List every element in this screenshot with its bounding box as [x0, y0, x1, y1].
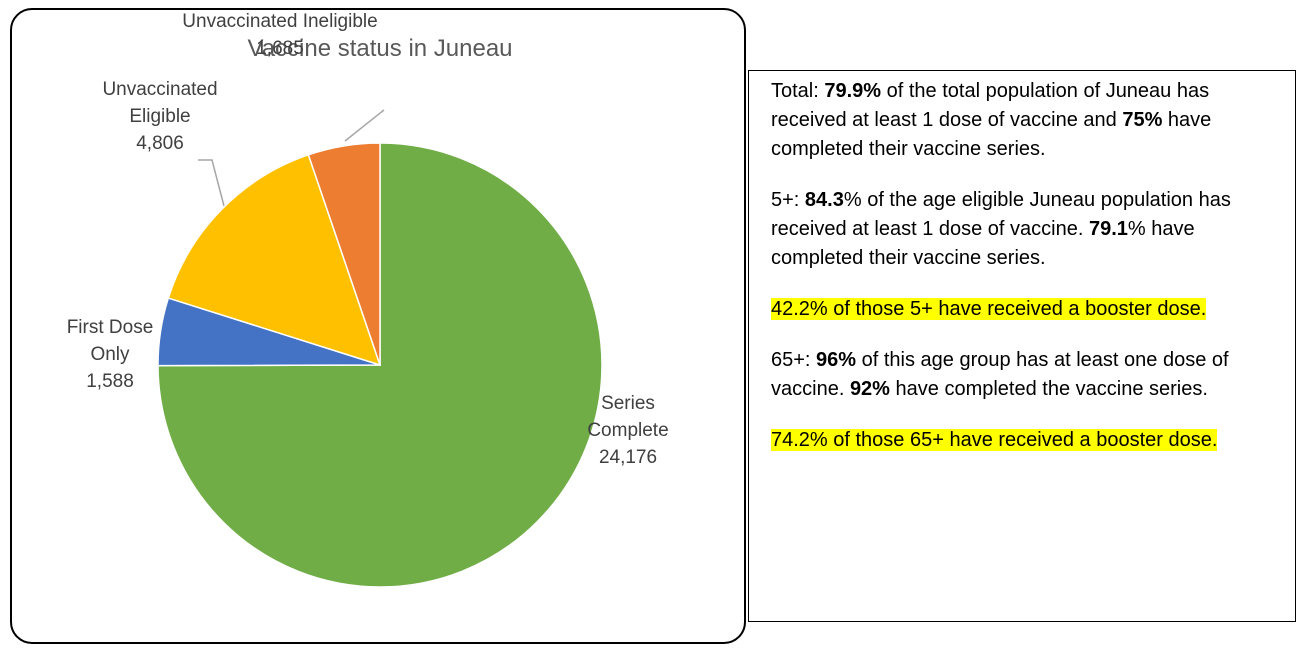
text: of this age group has at least one dose …	[771, 349, 1229, 400]
label-category: Unvaccinated Ineligible	[182, 11, 378, 32]
pie-slice	[157, 142, 603, 588]
label-category: Series Complete	[587, 393, 669, 441]
paragraph: 65+: 96% of this age group has at least …	[771, 346, 1277, 404]
text: have completed the vaccine series.	[889, 378, 1208, 400]
data-label: First Dose Only 1,588	[55, 314, 165, 395]
paragraph: Total: 79.9% of the total population of …	[771, 77, 1277, 164]
paragraph: 42.2% of those 5+ have received a booste…	[771, 295, 1277, 324]
data-label: Unvaccinated Eligible 4,806	[100, 76, 220, 157]
paragraph: 5+: 84.3% of the age eligible Juneau pop…	[771, 186, 1277, 273]
text: % of the age eligible Juneau population …	[771, 189, 1231, 240]
text: of the total population of Juneau has re…	[771, 80, 1210, 131]
label-value: 1,588	[86, 371, 134, 392]
bold-text: 84.3	[804, 189, 844, 211]
text: 5+:	[771, 189, 805, 211]
bold-text: 96%	[816, 349, 857, 371]
bold-text: 79.1	[1088, 218, 1128, 240]
text: Total:	[771, 80, 825, 102]
chart-frame	[10, 8, 746, 644]
text: 42.2% of those 5+ have received a booste…	[771, 298, 1207, 320]
text: % have completed their vaccine series.	[771, 218, 1195, 269]
label-value: 1,685	[256, 38, 304, 59]
text-panel: Total: 79.9% of the total population of …	[748, 70, 1296, 622]
label-value: 24,176	[598, 447, 658, 468]
pie-slice	[167, 153, 382, 367]
bold-text: 79.9%	[824, 80, 882, 102]
chart: Vaccine status in Juneau	[157, 35, 603, 588]
bold-text: 92%	[849, 378, 890, 400]
label-category: Unvaccinated Eligible	[102, 79, 218, 127]
text: 65+:	[771, 349, 817, 371]
chart-title: Vaccine status in Juneau	[247, 35, 512, 62]
paragraph: 74.2% of those 65+ have received a boost…	[771, 426, 1277, 455]
text: have completed their vaccine series.	[771, 109, 1212, 160]
bold-text: 75%	[1122, 109, 1163, 131]
label-category: First Dose Only	[66, 317, 154, 365]
data-label: Series Complete 24,176	[573, 390, 683, 471]
leader-line	[344, 109, 385, 142]
pie-slice	[307, 142, 381, 366]
data-label: Unvaccinated Ineligible 1,685	[145, 8, 415, 62]
leader-line	[198, 159, 225, 207]
text: 74.2% of those 65+ have received a boost…	[771, 429, 1218, 451]
label-value: 4,806	[136, 133, 184, 154]
